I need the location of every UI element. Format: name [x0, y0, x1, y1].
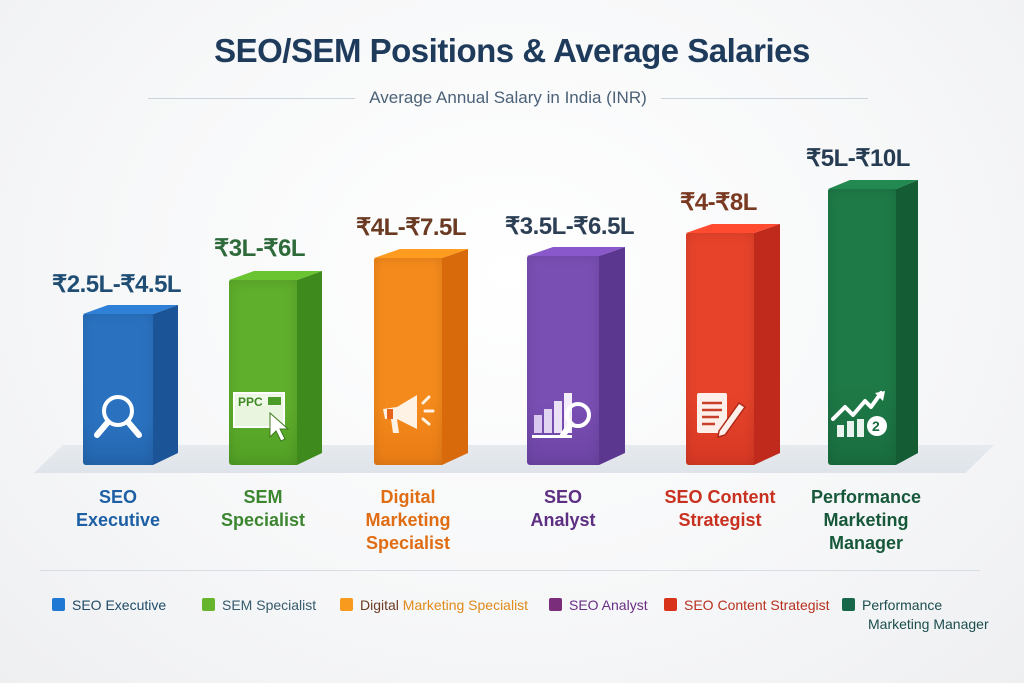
legend-item: SEM Specialist [202, 596, 316, 615]
bar-top-face [229, 271, 322, 280]
legend-item: SEO Analyst [549, 596, 648, 615]
legend-label: Digital Marketing Specialist [360, 597, 529, 613]
bar-top-face [83, 305, 178, 314]
bar-side-face [442, 249, 468, 465]
growth-rupee-icon: 2 [831, 389, 893, 443]
svg-text:2: 2 [872, 418, 880, 434]
category-label: Digital Marketing Specialist [365, 487, 451, 553]
bar-seo-executive [83, 305, 178, 465]
legend-item: SEO Content Strategist [664, 596, 830, 615]
svg-text:PPC: PPC [238, 395, 263, 409]
legend-swatch [842, 598, 855, 611]
bar-top-face [374, 249, 468, 258]
legend-swatch [340, 598, 353, 611]
subtitle-rule-right [660, 97, 869, 99]
data-label: ₹4L-₹7.5L [356, 214, 467, 241]
bar-top-face [828, 180, 918, 189]
bar-side-face [297, 271, 322, 465]
category-label: SEO Executive [75, 487, 161, 530]
bar-top-face [527, 247, 625, 256]
bar-performance-marketing-manager: 2 [828, 180, 918, 465]
chart-subtitle: Average Annual Salary in India (INR) [369, 88, 647, 107]
megaphone-icon [377, 389, 439, 443]
bar-front-face [83, 314, 153, 465]
category-label: SEO Content Strategist [664, 487, 776, 530]
legend-swatch [202, 598, 215, 611]
bar-chart-magnifier-icon [532, 389, 594, 443]
legend-label: SEO Executive [72, 597, 167, 613]
bar-front-face [374, 258, 442, 465]
legend-swatch [52, 598, 65, 611]
data-label: ₹2.5L-₹4.5L [52, 271, 182, 298]
bar-side-face [599, 247, 625, 465]
category-label: SEO Analyst [530, 487, 596, 530]
bar-front-face [229, 280, 297, 465]
legend-item: SEO Executive [52, 596, 166, 615]
data-label: ₹4-₹8L [680, 189, 757, 216]
ppc-cursor-icon: PPC [232, 389, 294, 443]
subtitle-row: Average Annual Salary in India (INR) [148, 86, 869, 110]
category-label: SEM Specialist [220, 487, 306, 530]
document-pencil-icon [689, 389, 751, 443]
legend-label: SEO Analyst [569, 597, 648, 613]
data-label: ₹3.5L-₹6.5L [505, 213, 635, 240]
bar-digital-marketing-specialist [374, 249, 468, 465]
legend-label: SEM Specialist [222, 597, 317, 613]
legend-label: Performance Marketing Manager [862, 597, 989, 632]
data-label: ₹3L-₹6L [214, 235, 306, 262]
bar-top-face [686, 224, 780, 233]
chart-title: SEO/SEM Positions & Average Salaries [214, 32, 810, 69]
bar-side-face [896, 180, 918, 465]
legend-item: Digital Marketing Specialist [340, 596, 528, 615]
legend-swatch [664, 598, 677, 611]
subtitle-rule-left [148, 97, 356, 99]
magnifier-icon [87, 389, 149, 443]
legend-divider [40, 570, 980, 571]
bar-side-face [153, 305, 178, 465]
bar-sem-specialist: PPC [229, 271, 322, 465]
bar-side-face [754, 224, 780, 465]
legend-label: SEO Content Strategist [684, 597, 830, 613]
bar-seo-content-strategist [686, 224, 780, 465]
data-label: ₹5L-₹10L [806, 145, 910, 172]
category-label: Performance Marketing Manager [810, 487, 922, 553]
legend-swatch [549, 598, 562, 611]
bar-seo-analyst [527, 247, 625, 465]
legend-item: Performance Marketing Manager [842, 596, 989, 634]
